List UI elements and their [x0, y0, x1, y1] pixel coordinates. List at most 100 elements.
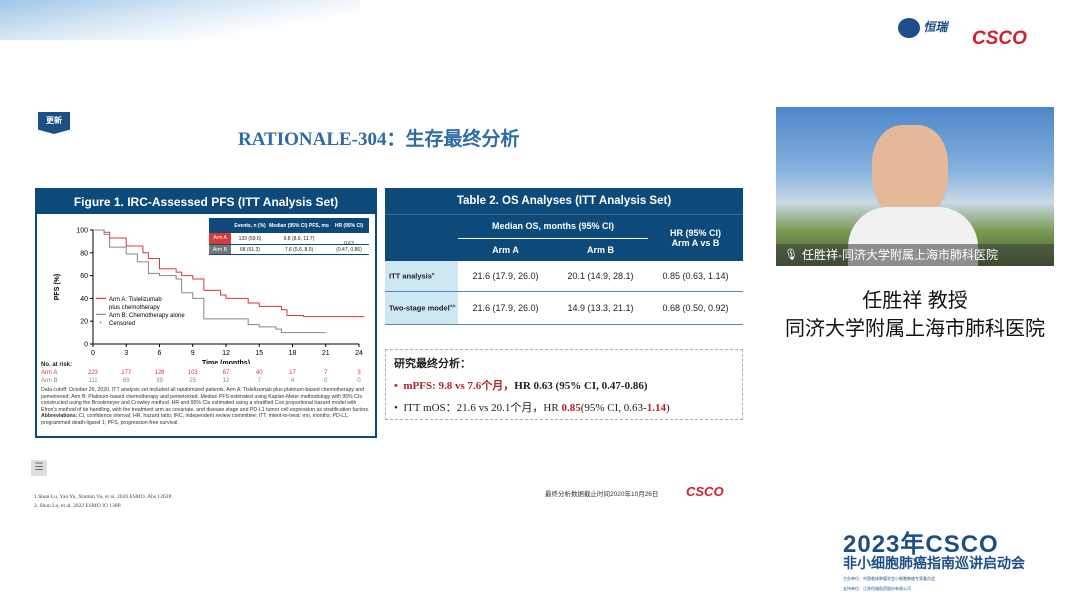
speaker-face [872, 125, 948, 220]
mpfs-text: mPFS: 9.8 vs 7.6个月， [403, 380, 515, 392]
risk-count: 3 [357, 370, 361, 376]
hengrui-text: 恒瑞 [923, 20, 948, 35]
risk-count: 4 [290, 378, 295, 384]
speaker-caption: 🎙 任胜祥-同济大学附属上海市肺科医院 [776, 244, 1054, 266]
x-tick-label: 18 [289, 350, 297, 357]
summary-bullet-1: • mPFS: 9.8 vs 7.6个月，HR 0.63 (95% CI, 0.… [394, 377, 734, 393]
footer-csco-logo: CSCO [686, 484, 724, 499]
censored-marker: + [99, 320, 103, 326]
inset-arm-b: Arm B [209, 245, 231, 254]
group-header: Median OS, months (95% CI) [458, 214, 648, 239]
inset-hr-ci: (0.47, 0.86) [336, 246, 362, 253]
y-tick-label: 0 [84, 342, 88, 349]
col-arm-b: Arm B [586, 244, 614, 255]
row-sup: 4,b [449, 302, 456, 308]
footnote-text: Data cutoff: October 26, 2020. ITT analy… [41, 387, 370, 413]
risk-row-arm-b: Arm B 111 69 39 25 12 7 4 0 0 [41, 378, 371, 386]
cutoff-note: 最终分析数据截止时间2020年10月26日 [545, 491, 659, 498]
summary-box: 研究最终分析： • mPFS: 9.8 vs 7.6个月，HR 0.63 (95… [385, 349, 743, 420]
references: 1.Shun Lu, Yan Yu, Xinmin Yu, et al. 202… [34, 493, 172, 511]
risk-count: 25 [189, 378, 197, 384]
hr-header: HR (95% CI) Arm A vs B [648, 214, 743, 261]
legend-label: Censored [109, 321, 135, 327]
footnote-text-2: CI, confidence interval; HR, hazard rati… [41, 413, 349, 426]
x-tick-label: 15 [255, 350, 263, 357]
risk-count: 223 [87, 370, 98, 376]
os-table: Table 2. OS Analyses (ITT Analysis Set) … [385, 188, 743, 324]
legend-label: Arm B: Chemotherapy alone [109, 313, 185, 319]
km-chart: 0 3 6 9 12 15 18 21 24 0 20 40 60 80 100 Time (months) P… [54, 228, 365, 364]
y-tick-label: 20 [80, 319, 88, 326]
risk-count: 17 [289, 370, 296, 376]
cell-arm-a: 21.6 (17.9, 26.0) [472, 302, 539, 313]
x-axis-label: Time (months) [202, 360, 250, 364]
risk-count: 7 [257, 378, 261, 384]
y-axis-label: PFS (%) [54, 274, 61, 300]
y-tick-label: 60 [80, 273, 88, 280]
bullet-marker: • [394, 380, 404, 392]
hengrui-logo-mark [898, 18, 920, 38]
hengrui-logo: 恒瑞 [898, 18, 947, 38]
risk-count: 111 [88, 378, 98, 384]
risk-arm-a-label: Arm A [41, 370, 58, 376]
risk-row-arm-a: Arm A 223 177 128 103 67 40 17 7 3 [41, 370, 371, 378]
mpfs-hr: HR 0.63 (95% CI, 0.47-0.86) [514, 380, 648, 392]
risk-count: 67 [222, 370, 230, 376]
risk-count: 128 [154, 370, 165, 376]
menu-list-icon[interactable]: ☰ [31, 460, 47, 476]
cell-arm-b: 20.1 (14.9, 28.1) [567, 270, 634, 281]
footnote-bold: Abbreviations: [41, 413, 78, 420]
risk-count: 12 [222, 378, 230, 384]
inset-median-a: 9.8 (8.9, 11.7) [283, 235, 315, 242]
event-organizer: 主办单位：中国临床肿瘤学会小细胞肺癌专家委员会 [843, 576, 935, 581]
reference: 2. Shun Lu, et al. 2022 ESMO IO 138P. [34, 503, 122, 509]
pfs-figure: Figure 1. IRC-Assessed PFS (ITT Analysis… [35, 188, 377, 438]
microphone-icon: 🎙 [784, 249, 798, 261]
cell-hr: 0.85 (0.63, 1.14) [662, 270, 729, 281]
arm-b-curve [93, 229, 326, 334]
summary-heading: 研究最终分析： [394, 358, 471, 370]
inset-events-a: 133 (59.6) [238, 235, 262, 242]
mos-ci-upper: 1.14 [646, 402, 666, 414]
row-label-cell: ITT analysisa [385, 261, 458, 291]
empty-header-cell [385, 238, 458, 261]
risk-count: 7 [324, 370, 328, 376]
speaker-affiliation: 同济大学附属上海市肺科医院 [785, 318, 1045, 340]
table-row: ITT analysisa 21.6 (17.9, 26.0) 20.1 (14.9… [385, 261, 743, 291]
event-year: 2023年CSCO [843, 531, 999, 558]
speaker-name: 任胜祥 教授 [862, 290, 968, 312]
inset-row-arm-b: Arm B 68 (61.3) 7.6 (5.6, 8.0) (0.47, 0.… [209, 244, 369, 255]
inset-row-arm-a: Arm A 133 (59.6) 9.8 (8.9, 11.7) 0.63 [209, 233, 369, 247]
slide-title: RATIONALE-304：生存最终分析 [238, 129, 520, 150]
row-label-cell: Two-stage model4,b [385, 291, 458, 324]
speaker-video: 🎙 任胜祥-同济大学附属上海市肺科医院 [776, 107, 1054, 266]
inset-arm-a: Arm A [209, 233, 231, 244]
risk-count: 39 [156, 378, 163, 384]
risk-count: 69 [122, 378, 130, 384]
risk-count: 0 [357, 378, 361, 384]
risk-label: No. at risk: [41, 362, 73, 368]
inset-events-b: 68 (61.3) [239, 246, 260, 253]
y-tick-label: 80 [80, 250, 88, 257]
table-row: Two-stage model4,b 21.6 (17.9, 26.0) 14.9 … [385, 291, 743, 324]
x-tick-label: 24 [355, 350, 363, 357]
risk-arm-b-label: Arm B [41, 378, 58, 384]
event-title: 非小细胞肺癌指南巡讲启动会 [843, 555, 1025, 571]
arm-a-curve [93, 229, 365, 318]
mos-hr: 0.85 [561, 402, 581, 414]
reference: 1.Shun Lu, Yan Yu, Xinmin Yu, et al. 202… [34, 494, 173, 500]
risk-count: 177 [121, 370, 132, 376]
mos-ci: (95% CI, 0.63- [580, 402, 647, 414]
top-decoration [0, 0, 360, 40]
x-tick-label: 0 [91, 350, 95, 357]
x-tick-label: 6 [158, 350, 162, 357]
inset-hr: 0.63 [344, 240, 354, 247]
legend-label: Arm A: Tislelizumab [109, 297, 162, 303]
inset-header-row: Events, n (%) Median (95% CI) PFS, mo HR… [209, 218, 369, 233]
hr-header-1: HR (95% CI) [669, 227, 721, 238]
y-tick-label: 40 [80, 296, 88, 303]
row-label: Two-stage model [389, 303, 450, 313]
inset-h1: Events, n (%) [234, 222, 266, 229]
x-tick-label: 21 [322, 350, 330, 357]
x-tick-label: 9 [191, 350, 195, 357]
